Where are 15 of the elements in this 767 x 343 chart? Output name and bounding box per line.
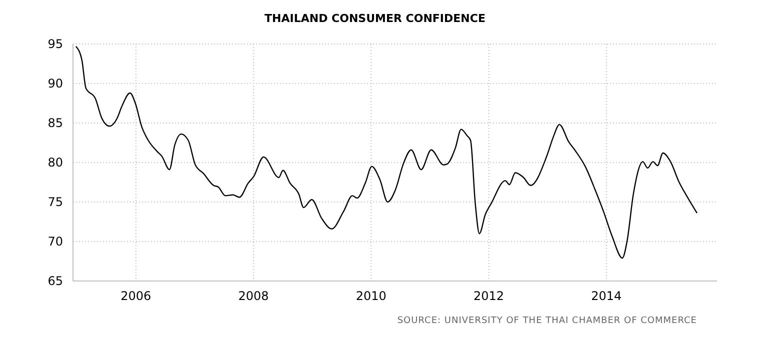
chart-title: THAILAND CONSUMER CONFIDENCE xyxy=(264,12,486,25)
y-tick-label: 95 xyxy=(48,37,63,52)
y-tick-label: 70 xyxy=(48,234,63,249)
x-tick-label: 2014 xyxy=(591,289,622,303)
source-note: SOURCE: UNIVERSITY OF THE THAI CHAMBER OF COMMERCE xyxy=(397,316,697,326)
line-series xyxy=(75,46,698,259)
x-tick-label: 2012 xyxy=(474,289,504,303)
y-tick-label: 75 xyxy=(48,195,63,210)
x-tick-label: 2006 xyxy=(120,289,152,303)
y-tick-label: 80 xyxy=(48,156,63,170)
y-tick-label: 65 xyxy=(48,274,63,288)
y-tick-label: 90 xyxy=(48,76,63,91)
x-tick-label: 2010 xyxy=(356,289,386,303)
x-tick-label: 2008 xyxy=(238,289,269,303)
y-tick-label: 85 xyxy=(48,116,63,130)
